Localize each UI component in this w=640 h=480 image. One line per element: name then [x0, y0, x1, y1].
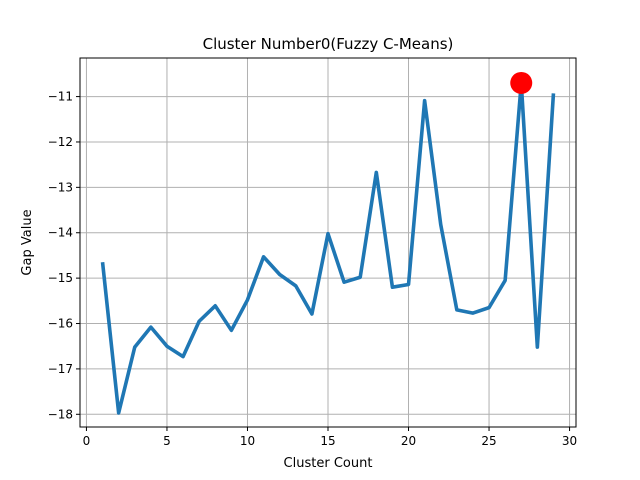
y-tick-label: −11 [48, 90, 73, 104]
y-tick-label: −15 [48, 271, 73, 285]
y-tick-label: −12 [48, 135, 73, 149]
highlight-layer [510, 71, 533, 94]
y-tick-label: −16 [48, 317, 73, 331]
x-tick-label: 10 [240, 434, 255, 448]
highlight-point [510, 71, 533, 94]
x-tick-label: 30 [562, 434, 577, 448]
x-tick-label: 0 [83, 434, 91, 448]
series-line [100, 81, 556, 415]
chart-title: Cluster Number0(Fuzzy C-Means) [203, 35, 454, 53]
x-tick-label: 25 [481, 434, 496, 448]
series-layer [100, 81, 556, 415]
y-axis-label: Gap Value [20, 209, 35, 275]
grid [80, 58, 576, 427]
y-tick-label: −17 [48, 362, 73, 376]
x-tick-label: 15 [320, 434, 335, 448]
x-tick-label: 20 [401, 434, 416, 448]
y-tick-label: −13 [48, 180, 73, 194]
x-tick-label: 5 [163, 434, 171, 448]
x-axis-label: Cluster Count [284, 456, 373, 471]
y-tick-label: −18 [48, 407, 73, 421]
x-axis-ticks: 0 5 10 15 20 25 30 [83, 427, 577, 448]
y-axis-ticks: −18 −17 −16 −15 −14 −13 −12 −11 [48, 90, 80, 421]
y-tick-label: −14 [48, 226, 73, 240]
